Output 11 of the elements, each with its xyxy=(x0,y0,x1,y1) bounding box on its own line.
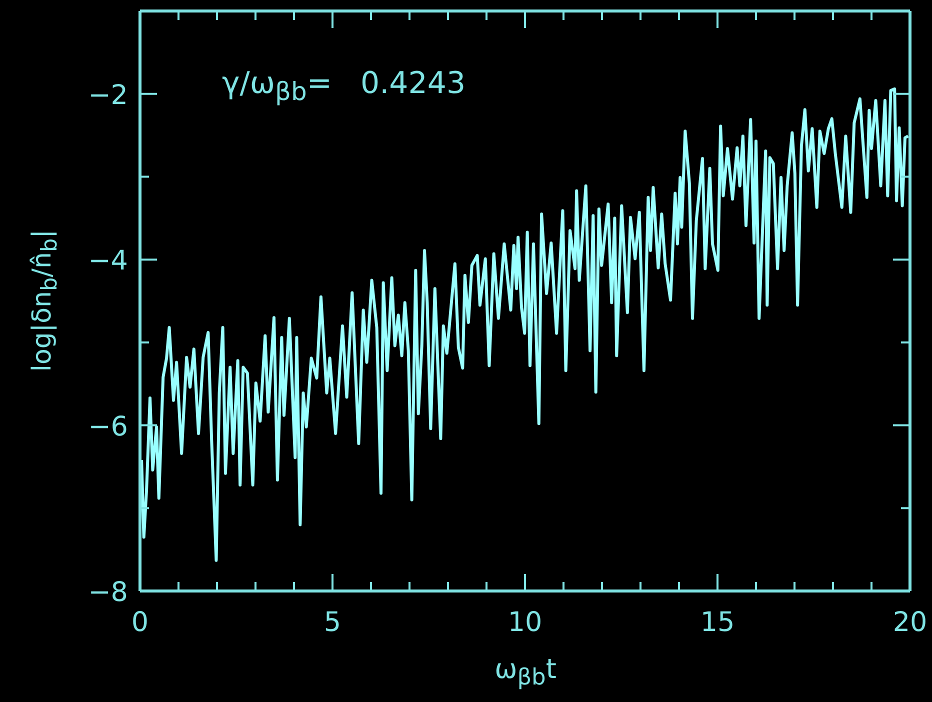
x-axis-title: ω$_{βb}$t xyxy=(494,654,558,690)
y-tick-label: −4 xyxy=(88,246,128,277)
annotation: γ/ω$_{βb}$= 0.4243 xyxy=(222,66,466,106)
x-tick-label: 20 xyxy=(892,607,928,638)
y-tick-label: −6 xyxy=(88,411,128,442)
x-tick-label: 10 xyxy=(508,607,542,638)
y-tick-label: −8 xyxy=(88,577,128,608)
y-tick-label: −2 xyxy=(88,80,128,111)
x-tick-label: 0 xyxy=(131,607,149,638)
x-tick-label: 5 xyxy=(324,607,342,638)
x-tick-label: 15 xyxy=(700,607,735,638)
